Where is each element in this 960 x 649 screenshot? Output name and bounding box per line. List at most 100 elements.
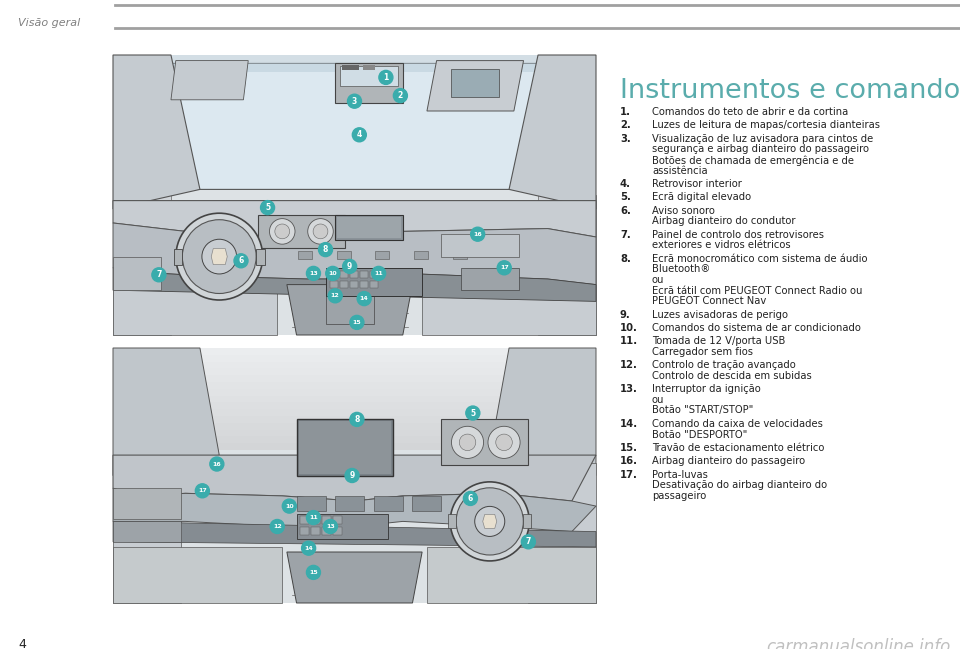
Circle shape (352, 128, 367, 141)
Text: 4: 4 (357, 130, 362, 140)
Text: 14: 14 (304, 546, 313, 550)
Polygon shape (523, 515, 531, 528)
Bar (310, 516, 320, 524)
Text: 7.: 7. (620, 230, 631, 240)
Circle shape (348, 94, 362, 108)
Bar (299, 251, 312, 259)
Circle shape (394, 89, 407, 103)
Polygon shape (422, 285, 596, 335)
Bar (113, 422, 596, 430)
Circle shape (319, 243, 332, 256)
Polygon shape (448, 515, 456, 528)
Bar (113, 416, 596, 422)
Bar (113, 402, 596, 410)
Bar (113, 410, 596, 416)
Text: 5: 5 (265, 203, 270, 212)
Text: Ecrã monocromático com sistema de áudio: Ecrã monocromático com sistema de áudio (652, 254, 868, 264)
Text: 17: 17 (198, 488, 206, 493)
Text: 3.: 3. (620, 134, 631, 144)
Circle shape (495, 434, 513, 450)
Bar (113, 112, 596, 118)
Text: Tomada de 12 V/porta USB: Tomada de 12 V/porta USB (652, 336, 785, 347)
Bar (322, 527, 330, 535)
Circle shape (270, 219, 295, 244)
Text: 6.: 6. (620, 206, 631, 216)
Text: passageiro: passageiro (652, 491, 707, 501)
Bar (113, 521, 180, 542)
Circle shape (176, 214, 263, 300)
Circle shape (379, 70, 393, 84)
Text: 17: 17 (500, 265, 509, 270)
Text: 9: 9 (348, 262, 352, 271)
Text: Airbag dianteiro do passageiro: Airbag dianteiro do passageiro (652, 456, 805, 467)
Text: 1.: 1. (620, 107, 631, 117)
Bar (113, 80, 596, 86)
Text: ou: ou (652, 395, 664, 405)
Polygon shape (174, 249, 182, 265)
Bar (113, 175, 596, 181)
Polygon shape (490, 348, 596, 476)
Text: Aviso sonoro: Aviso sonoro (652, 206, 715, 216)
Bar (335, 64, 403, 103)
Bar (413, 496, 442, 511)
Text: Luzes avisadoras de perigo: Luzes avisadoras de perigo (652, 310, 788, 319)
Circle shape (152, 268, 166, 282)
Text: 6: 6 (238, 256, 244, 265)
Bar (113, 443, 596, 450)
Text: 12: 12 (331, 293, 340, 299)
Polygon shape (113, 348, 219, 476)
Polygon shape (427, 60, 523, 111)
Bar (113, 61, 596, 67)
Text: 8: 8 (354, 415, 360, 424)
Text: 13.: 13. (620, 384, 637, 395)
Text: 10: 10 (285, 504, 294, 509)
Text: ou: ou (652, 275, 664, 285)
Bar (113, 130, 596, 137)
Circle shape (497, 261, 512, 275)
Polygon shape (123, 64, 587, 190)
Bar (113, 168, 596, 175)
Text: 12: 12 (273, 524, 281, 529)
Polygon shape (427, 547, 596, 603)
Text: Porta-luvas: Porta-luvas (652, 470, 708, 480)
Bar (113, 143, 596, 149)
Text: 14.: 14. (620, 419, 638, 429)
Bar (113, 256, 161, 290)
Circle shape (260, 201, 275, 215)
Text: 15: 15 (352, 320, 361, 325)
Bar (340, 271, 348, 278)
Text: Painel de controlo dos retrovisores: Painel de controlo dos retrovisores (652, 230, 824, 240)
Bar (349, 271, 357, 278)
Bar (113, 369, 596, 375)
Text: 9.: 9. (620, 310, 631, 319)
Bar (113, 74, 596, 80)
Bar (335, 496, 364, 511)
Bar (310, 527, 320, 535)
Text: 3: 3 (352, 97, 357, 106)
Bar (113, 348, 596, 355)
Circle shape (313, 224, 328, 239)
Bar (373, 496, 403, 511)
Bar (363, 66, 374, 70)
Bar (113, 382, 596, 389)
Bar (113, 389, 596, 396)
Bar (113, 162, 596, 168)
Circle shape (450, 482, 529, 561)
Bar (113, 67, 596, 74)
Bar (113, 93, 596, 99)
Text: 15.: 15. (620, 443, 638, 453)
Bar (342, 66, 359, 70)
Bar (113, 156, 596, 162)
Bar (113, 463, 180, 603)
Bar (335, 215, 403, 239)
Text: 4: 4 (18, 638, 26, 649)
Bar (299, 421, 391, 474)
Text: 2: 2 (397, 91, 403, 100)
Polygon shape (113, 285, 277, 335)
Text: Interruptor da ignição: Interruptor da ignição (652, 384, 760, 395)
Bar (325, 296, 373, 324)
Bar (113, 118, 596, 125)
Bar (538, 195, 596, 335)
Polygon shape (483, 515, 496, 528)
Text: Botão "DESPORTO": Botão "DESPORTO" (652, 430, 748, 439)
